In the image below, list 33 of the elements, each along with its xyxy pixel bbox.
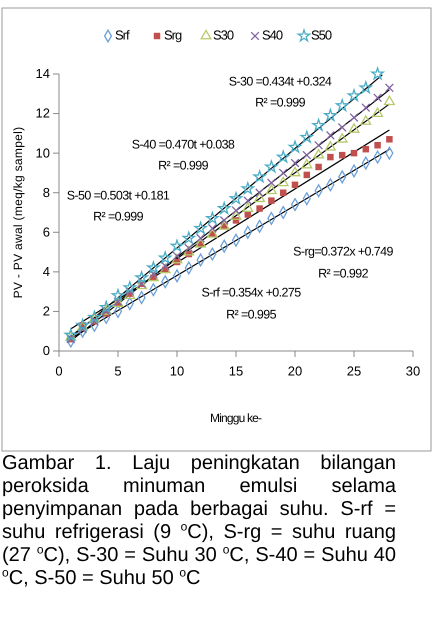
legend-label: Srg — [164, 27, 182, 42]
annotation: S-50 =0.503t +0.181 — [66, 188, 170, 202]
annotation: R² =0.992 — [318, 266, 369, 280]
annotation: S-30 =0.434t +0.324 — [228, 74, 332, 88]
x-tick-label: 15 — [228, 364, 244, 379]
y-tick-label: 8 — [42, 184, 50, 200]
x-tick-label: 30 — [406, 364, 420, 379]
y-axis-title: PV - PV awal (meq/kg sampel) — [11, 126, 25, 298]
x-tick-label: 0 — [55, 364, 63, 379]
y-tick-label: 4 — [42, 264, 50, 280]
annotation: R² =0.999 — [158, 158, 209, 172]
annotation: S-40 =0.470t +0.038 — [132, 137, 235, 152]
annotation: S-rf =0.354x +0.275 — [201, 285, 302, 300]
legend-label: S40 — [262, 27, 283, 42]
annotation: R² =0.999 — [93, 209, 144, 224]
x-tick-label: 5 — [114, 364, 122, 379]
legend-label: Srf — [115, 27, 130, 42]
annotation: R² =0.995 — [226, 307, 277, 322]
annotation: S-rg=0.372x +0.749 — [293, 244, 394, 258]
y-tick-label: 12 — [36, 106, 50, 121]
x-axis-title: Minggu ke- — [210, 411, 262, 425]
y-tick-label: 0 — [42, 343, 50, 358]
legend-label: S50 — [311, 27, 332, 42]
y-tick-label: 6 — [42, 224, 50, 240]
text: Gambar 1. Laju peningkatan bilangan peroksida minuman emulsi selama penyimpanan pada berbagai suhu. S-rf = suhu refrigerasi (9 $^{o}$C), S-rg = suhu ruang (27 $^{o}$C), S-30 = Suhu 30 $^{o}$C, S-40 = Suhu 40 $^{o}$C, S-50 = Suhu 50 $^{o}$C — [2, 452, 396, 589]
annotation: R² =0.999 — [255, 95, 306, 110]
x-tick-label: 20 — [288, 364, 302, 379]
x-tick-label: 10 — [170, 364, 184, 379]
x-tick-label: 25 — [346, 364, 362, 379]
y-tick-label: 10 — [36, 145, 50, 160]
y-tick-label: 2 — [42, 304, 50, 319]
y-tick-label: 14 — [36, 66, 50, 82]
legend-label: S30 — [213, 27, 234, 42]
